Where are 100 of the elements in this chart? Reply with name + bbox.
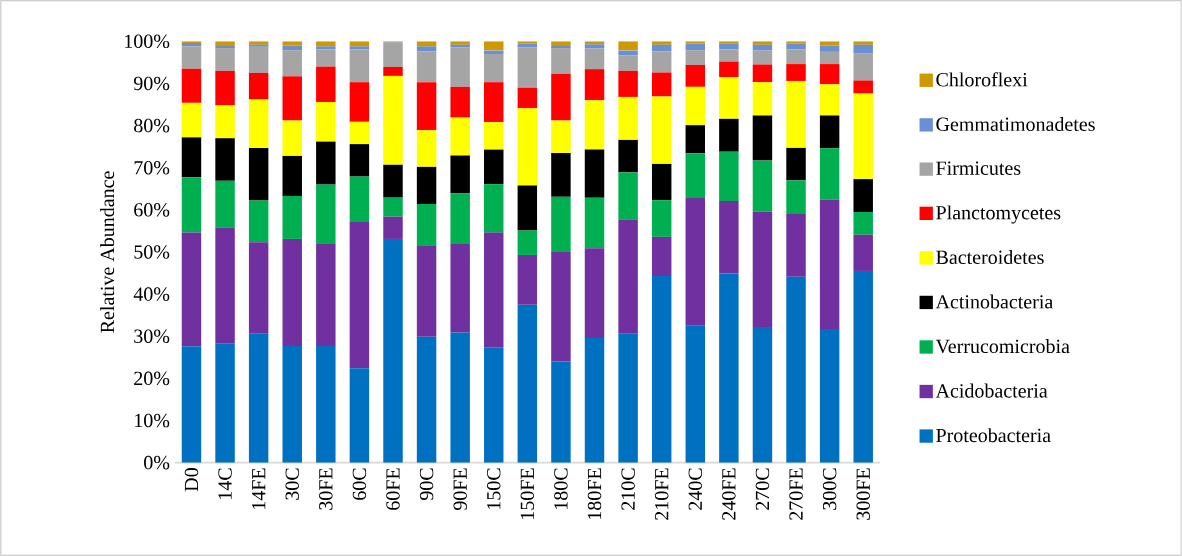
bar xyxy=(786,147,806,181)
bar xyxy=(450,332,470,463)
bar xyxy=(853,93,873,180)
bar xyxy=(215,343,235,463)
x-tick-label: 300FE xyxy=(856,468,870,520)
bar xyxy=(651,276,672,463)
bar xyxy=(651,200,672,237)
bar xyxy=(248,99,269,148)
bar xyxy=(584,149,605,198)
bar xyxy=(584,100,605,150)
bar xyxy=(819,45,840,52)
bar xyxy=(618,96,638,140)
bar xyxy=(215,180,235,228)
bar xyxy=(685,153,705,199)
bar xyxy=(248,72,269,100)
bar xyxy=(517,108,538,186)
bar xyxy=(215,45,235,49)
y-tick-label: 60% xyxy=(134,203,170,217)
x-tick-label: 270FE xyxy=(789,468,803,520)
bar xyxy=(248,333,269,463)
y-tick-label: 30% xyxy=(134,329,170,344)
bar xyxy=(282,345,302,463)
bar xyxy=(349,82,370,122)
bar xyxy=(819,115,840,149)
bar xyxy=(215,227,235,344)
legend-label: Firmicutes xyxy=(936,161,1021,175)
bar xyxy=(349,222,370,369)
bar xyxy=(316,102,336,142)
bar xyxy=(719,61,739,78)
bar xyxy=(416,245,437,337)
bar xyxy=(685,198,705,326)
bar xyxy=(853,270,873,463)
bar xyxy=(282,195,302,239)
x-tick-label: 270C xyxy=(755,468,770,510)
x-tick-label: 60C xyxy=(352,468,367,500)
bar xyxy=(685,86,705,126)
bar xyxy=(584,197,605,249)
bar xyxy=(651,236,672,276)
bar xyxy=(752,326,773,463)
bar xyxy=(719,118,739,152)
x-tick-label: 14C xyxy=(218,468,232,499)
y-tick-label: 50% xyxy=(134,245,170,259)
bar xyxy=(551,196,571,252)
bar xyxy=(853,41,873,45)
x-tick-label: 210FE xyxy=(654,468,669,520)
bar xyxy=(484,232,504,348)
bar xyxy=(316,141,336,185)
bar xyxy=(316,66,336,102)
bar xyxy=(416,82,437,131)
bar xyxy=(383,75,403,165)
bar xyxy=(517,230,538,255)
bar xyxy=(819,199,840,330)
bar xyxy=(651,96,672,164)
bar xyxy=(551,120,571,153)
bar xyxy=(786,180,806,215)
bar xyxy=(719,49,739,62)
bar xyxy=(484,53,504,83)
bar xyxy=(215,138,235,181)
bar xyxy=(853,44,873,54)
x-tick-label: 240C xyxy=(688,468,703,510)
bar xyxy=(819,84,840,116)
legend-label: Gemmatimonadetes xyxy=(936,116,1095,132)
bar xyxy=(786,276,806,463)
x-tick-label: 90FE xyxy=(453,468,467,511)
bar xyxy=(651,51,672,73)
bar xyxy=(450,243,470,333)
bar xyxy=(551,361,571,463)
y-tick-label: 20% xyxy=(134,371,170,386)
bar xyxy=(484,82,504,123)
bar xyxy=(584,48,605,70)
bar xyxy=(450,47,470,87)
bar xyxy=(853,53,873,81)
bar xyxy=(685,325,705,463)
bar xyxy=(383,164,403,198)
bar xyxy=(181,232,202,347)
bar xyxy=(383,238,403,463)
bar xyxy=(685,50,705,65)
bar xyxy=(349,121,370,145)
bar xyxy=(853,234,873,271)
bar xyxy=(316,184,336,244)
legend-label: Verrucomicrobia xyxy=(935,339,1070,354)
bar xyxy=(349,144,370,177)
bar xyxy=(383,216,403,239)
bar xyxy=(383,197,403,217)
bar xyxy=(248,242,269,334)
bar xyxy=(752,115,773,161)
bar xyxy=(282,76,302,121)
bar xyxy=(349,46,370,50)
bar xyxy=(719,273,739,463)
bar xyxy=(853,179,873,212)
bar xyxy=(786,214,806,277)
bar xyxy=(316,345,336,463)
bar xyxy=(685,125,705,154)
x-tick-label: 150FE xyxy=(520,468,535,519)
bar xyxy=(584,44,605,49)
bar xyxy=(215,48,235,71)
y-tick-label: 40% xyxy=(133,287,170,301)
bar xyxy=(752,64,773,83)
bar xyxy=(853,80,873,94)
bar xyxy=(416,51,437,83)
